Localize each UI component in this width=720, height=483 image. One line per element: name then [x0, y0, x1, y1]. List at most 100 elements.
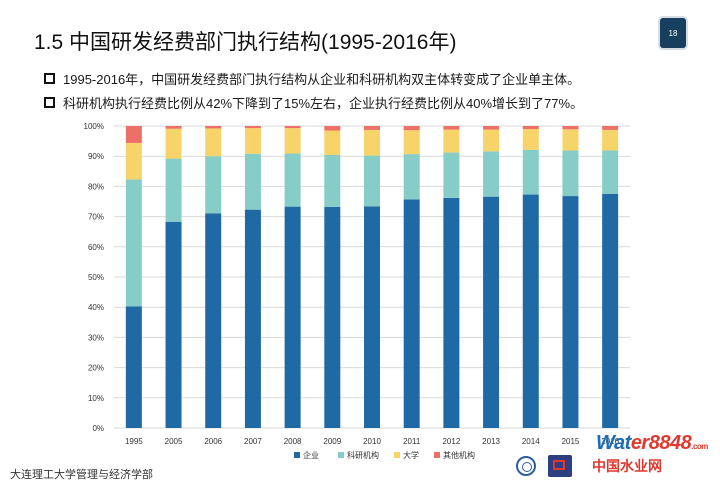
y-tick-label: 60%	[88, 243, 104, 252]
watermark-logo: Water8848.com	[596, 432, 708, 454]
bar-segment	[165, 126, 182, 129]
bar-segment	[562, 150, 579, 197]
y-tick-label: 100%	[84, 122, 104, 131]
y-tick-label: 30%	[88, 333, 104, 342]
bar-segment	[443, 126, 460, 130]
bar-segment	[522, 194, 539, 428]
bar-segment	[403, 199, 420, 428]
bar-segment	[244, 209, 261, 428]
bar-segment	[125, 142, 142, 180]
bar-segment	[483, 129, 500, 152]
x-tick-label: 2007	[244, 437, 262, 446]
x-tick-label: 2009	[323, 437, 341, 446]
bullet-text: 科研机构执行经费比例从42%下降到了15%左右，企业执行经费比例从40%增长到了…	[63, 95, 584, 111]
bar-segment	[324, 206, 341, 428]
x-tick-label: 2006	[204, 437, 222, 446]
legend-swatch	[434, 452, 440, 458]
x-tick-label: 2008	[284, 437, 302, 446]
bar-segment	[165, 158, 182, 222]
bar-segment	[522, 126, 539, 130]
x-tick-label: 1995	[125, 437, 143, 446]
x-tick-label: 2016	[601, 437, 619, 446]
x-tick-label: 2010	[363, 437, 381, 446]
y-tick-label: 40%	[88, 303, 104, 312]
bar-segment	[165, 128, 182, 159]
x-tick-label: 2015	[562, 437, 580, 446]
legend-label: 企业	[303, 450, 319, 460]
square-bullet-icon	[44, 72, 55, 84]
bar-segment	[284, 206, 301, 428]
y-tick-label: 0%	[92, 424, 104, 433]
bar-segment	[125, 126, 142, 143]
bar-segment	[602, 150, 619, 194]
bar-segment	[125, 306, 142, 428]
legend-label: 科研机构	[347, 450, 379, 460]
y-tick-label: 10%	[88, 394, 104, 403]
watermark-cn-text: 中国水业网	[592, 458, 662, 474]
bar-segment	[205, 126, 222, 129]
bar-segment	[443, 197, 460, 428]
y-tick-label: 80%	[88, 182, 104, 191]
bar-segment	[205, 128, 222, 157]
bar-segment	[244, 128, 261, 154]
bar-segment	[364, 155, 380, 207]
university-seal-icon	[516, 456, 536, 476]
bar-segment	[364, 126, 380, 130]
y-tick-label: 90%	[88, 152, 104, 161]
bullet-item: 科研机构执行经费比例从42%下降到了15%左右，企业执行经费比例从40%增长到了…	[44, 90, 583, 114]
bar-segment	[205, 213, 222, 428]
bar-segment	[403, 126, 420, 131]
bar-segment	[165, 221, 182, 428]
bar-segment	[324, 130, 341, 155]
bar-segment	[443, 129, 460, 153]
bar-segment	[602, 126, 619, 130]
chart-container: 0% 10% 20% 30% 40% 50% 60% 70% 80% 90% 100% 1995 200…	[0, 112, 720, 472]
y-tick-label: 50%	[88, 273, 104, 282]
bar-segment	[522, 129, 539, 150]
square-bullet-icon	[44, 96, 55, 108]
y-tick-label: 20%	[88, 364, 104, 373]
legend-label: 大学	[403, 450, 419, 460]
bar-segment	[284, 126, 301, 129]
bar-segment	[602, 193, 619, 428]
bar-segment	[244, 126, 261, 129]
accreditation-badge-icon	[548, 455, 572, 477]
bullet-text: 1995-2016年，中国研发经费部门执行结构从企业和科研机构双主体转变成了企业…	[63, 71, 581, 87]
bar-segment	[443, 152, 460, 198]
bar-segment	[244, 153, 261, 210]
bar-segment	[562, 129, 579, 151]
legend-swatch	[294, 452, 300, 458]
bar-segment	[284, 128, 301, 154]
bar-segment	[284, 153, 301, 207]
bar-segment	[483, 151, 500, 197]
bar-segment	[205, 156, 222, 214]
page-number-badge: 18	[660, 18, 686, 48]
bar-segment	[364, 206, 380, 428]
stacked-bar-chart: 0% 10% 20% 30% 40% 50% 60% 70% 80% 90% 100% 1995 200…	[84, 122, 630, 460]
bar-segment	[562, 196, 579, 428]
bar-segment	[403, 154, 420, 200]
bar-segment	[324, 154, 341, 207]
bar-segment	[602, 129, 619, 151]
bar-segment	[483, 196, 500, 428]
x-tick-label: 2011	[403, 437, 421, 446]
legend-label: 其他机构	[443, 450, 475, 460]
bar-segment	[562, 126, 579, 130]
bar-segment	[522, 149, 539, 195]
x-tick-label: 2013	[482, 437, 500, 446]
slide-title: 1.5 中国研发经费部门执行结构(1995-2016年)	[34, 31, 457, 54]
x-tick-label: 2012	[442, 437, 460, 446]
bullet-item: 1995-2016年，中国研发经费部门执行结构从企业和科研机构双主体转变成了企业…	[44, 66, 583, 90]
bar-segment	[483, 126, 500, 130]
footer-institution: 大连理工大学管理与经济学部	[10, 469, 153, 481]
legend-swatch	[394, 452, 400, 458]
bullet-list: 1995-2016年，中国研发经费部门执行结构从企业和科研机构双主体转变成了企业…	[44, 66, 583, 114]
bar-segment	[125, 179, 142, 307]
legend-swatch	[338, 452, 344, 458]
x-tick-label: 2014	[522, 437, 540, 446]
bar-segment	[364, 129, 380, 156]
bar-segment	[403, 130, 420, 155]
y-tick-label: 70%	[88, 213, 104, 222]
bar-segment	[324, 126, 341, 131]
x-tick-label: 2005	[165, 437, 183, 446]
